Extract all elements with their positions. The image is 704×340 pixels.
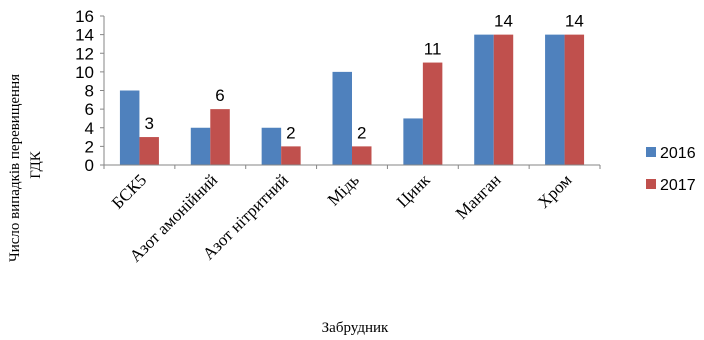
y-tick-label: 2 xyxy=(85,137,94,156)
bar-2017-2 xyxy=(281,146,301,165)
bar-2017-5 xyxy=(493,34,514,165)
bar-2017-1 xyxy=(210,109,230,165)
bar-2016-6 xyxy=(545,34,565,165)
y-tick-label: 12 xyxy=(75,44,94,63)
legend: 2016 2017 xyxy=(646,145,696,194)
data-label: 2 xyxy=(286,123,295,142)
y-tick-label: 4 xyxy=(85,119,94,138)
bar-2017-6 xyxy=(564,34,585,165)
y-tick-label: 0 xyxy=(85,156,94,175)
data-label: 2 xyxy=(357,123,366,142)
data-label: 14 xyxy=(494,12,513,31)
y-tick-label: 6 xyxy=(85,100,94,119)
y-tick-label: 16 xyxy=(75,7,94,26)
bars-group xyxy=(119,34,585,165)
y-axis-title-line1: Число випадків перевищення xyxy=(7,74,23,262)
bar-2017-4 xyxy=(422,62,443,165)
y-tick-label: 14 xyxy=(75,26,94,45)
bar-2016-2 xyxy=(261,127,282,165)
legend-label-2016: 2016 xyxy=(660,145,696,162)
data-label: 3 xyxy=(144,114,153,133)
bar-2017-0 xyxy=(139,137,159,165)
data-label: 11 xyxy=(424,40,442,59)
x-category-label: Хром xyxy=(534,170,576,212)
legend-label-2017: 2017 xyxy=(660,177,696,194)
y-axis-title-line2: ГДК xyxy=(28,150,44,179)
data-label: 6 xyxy=(215,86,224,105)
bar-2016-5 xyxy=(474,34,494,165)
data-label: 14 xyxy=(565,12,584,31)
bar-2016-4 xyxy=(403,118,423,165)
data-labels-group: 3 6 2 2 11 14 14 xyxy=(144,12,583,143)
x-category-label: Манган xyxy=(452,170,505,223)
bar-2016-3 xyxy=(332,71,352,165)
x-category-label: Мідь xyxy=(324,170,363,209)
bar-2017-3 xyxy=(352,146,372,165)
x-category-label: Цинк xyxy=(393,170,434,211)
y-tick-label: 8 xyxy=(85,82,94,101)
y-tick-label: 10 xyxy=(75,63,94,82)
bar-2016-0 xyxy=(119,90,140,165)
legend-swatch-2017 xyxy=(646,179,656,189)
x-category-label: БСК5 xyxy=(108,170,150,212)
legend-swatch-2016 xyxy=(646,147,656,157)
bar-2016-1 xyxy=(190,127,211,165)
x-axis-title: Забрудник xyxy=(322,320,389,336)
